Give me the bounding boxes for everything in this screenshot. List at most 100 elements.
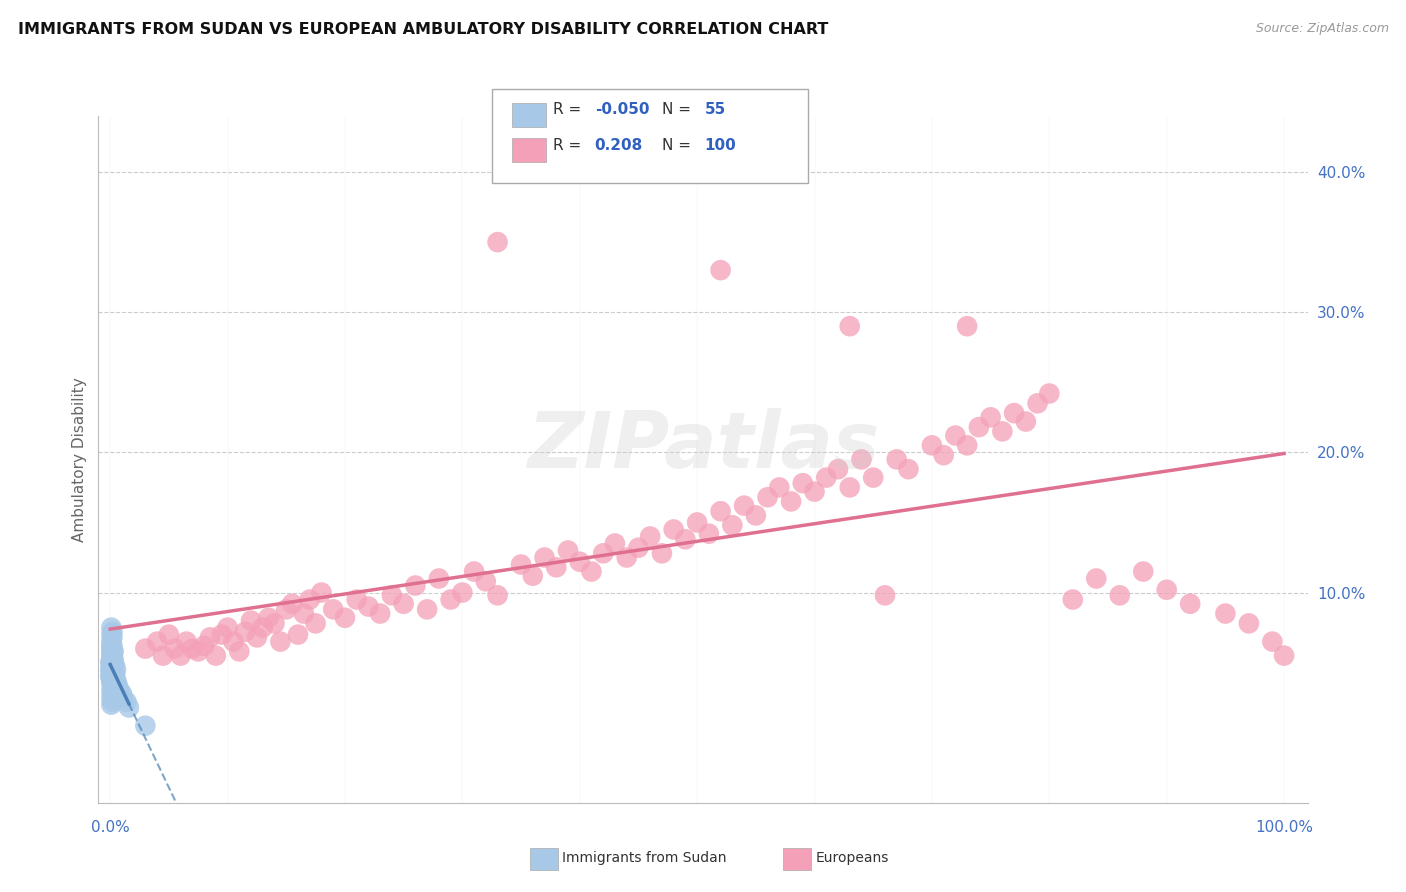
Point (1015, 415, 1038, 429)
Point (287, 627, 309, 641)
Point (921, 438, 943, 452)
Text: ZIPatlas: ZIPatlas (527, 408, 879, 484)
Point (98, 656, 121, 670)
Point (486, 588, 509, 602)
Point (115, 695, 138, 709)
Point (346, 592, 368, 607)
Point (233, 624, 256, 639)
Point (111, 686, 134, 700)
Point (100, 651, 122, 665)
Point (252, 621, 274, 635)
Point (1038, 386, 1060, 401)
Point (100, 670, 122, 684)
Point (269, 634, 291, 648)
Point (98, 670, 121, 684)
Point (311, 585, 333, 599)
Point (710, 504, 733, 518)
Point (1062, 592, 1084, 607)
Point (1261, 634, 1284, 648)
Point (357, 599, 380, 614)
Point (100, 627, 122, 641)
Point (181, 641, 204, 656)
Point (463, 565, 485, 579)
Point (100, 676, 122, 690)
Point (967, 420, 990, 434)
Point (100, 648, 122, 663)
Point (100, 683, 122, 698)
Point (100, 673, 122, 687)
Point (100, 621, 122, 635)
Point (101, 695, 124, 709)
Point (98, 663, 121, 677)
Point (292, 607, 315, 621)
Point (101, 624, 124, 639)
Text: 55: 55 (704, 103, 725, 117)
Point (427, 572, 450, 586)
Point (257, 611, 280, 625)
Point (100, 644, 122, 658)
Text: Source: ZipAtlas.com: Source: ZipAtlas.com (1256, 22, 1389, 36)
Point (756, 490, 779, 504)
Point (697, 526, 720, 541)
Point (603, 536, 626, 550)
Y-axis label: Ambulatory Disability: Ambulatory Disability (72, 377, 87, 541)
Point (246, 631, 269, 645)
Text: IMMIGRANTS FROM SUDAN VS EUROPEAN AMBULATORY DISABILITY CORRELATION CHART: IMMIGRANTS FROM SUDAN VS EUROPEAN AMBULA… (18, 22, 828, 37)
Point (768, 480, 790, 494)
Point (217, 621, 239, 635)
Point (1108, 588, 1130, 602)
Point (101, 673, 124, 687)
Point (103, 683, 125, 698)
Point (104, 676, 127, 690)
Point (263, 616, 285, 631)
Point (104, 686, 127, 700)
Point (851, 452, 873, 467)
Point (100, 663, 122, 677)
Point (298, 592, 321, 607)
Point (815, 470, 838, 484)
Point (1002, 406, 1025, 420)
Point (104, 666, 127, 681)
Point (108, 683, 131, 698)
Text: 100.0%: 100.0% (1256, 820, 1313, 835)
Point (240, 614, 263, 628)
Text: 0.0%: 0.0% (91, 820, 129, 835)
Point (101, 648, 124, 663)
Point (105, 683, 128, 698)
Text: R =: R = (553, 103, 586, 117)
Point (107, 681, 129, 695)
Point (100, 641, 122, 656)
Point (1026, 396, 1049, 410)
Point (281, 597, 304, 611)
Point (416, 602, 439, 616)
Point (956, 438, 979, 452)
Point (404, 578, 426, 592)
Point (101, 680, 124, 694)
Point (792, 476, 814, 491)
Point (100, 634, 122, 648)
Point (368, 607, 391, 621)
Point (956, 319, 979, 334)
Point (392, 597, 415, 611)
Point (1272, 648, 1295, 663)
Point (103, 644, 125, 658)
Point (276, 602, 298, 616)
Point (651, 546, 673, 560)
Point (1132, 565, 1154, 579)
Point (897, 462, 920, 476)
Point (568, 555, 591, 569)
Point (101, 644, 124, 658)
Point (557, 543, 579, 558)
Point (945, 428, 967, 442)
Point (105, 673, 128, 687)
Point (673, 533, 696, 547)
Point (439, 592, 461, 607)
Point (510, 558, 533, 572)
Point (105, 663, 128, 677)
Point (146, 634, 169, 648)
Point (662, 523, 685, 537)
Point (1156, 582, 1178, 597)
Point (710, 263, 733, 277)
Point (193, 639, 215, 653)
Point (304, 616, 326, 631)
